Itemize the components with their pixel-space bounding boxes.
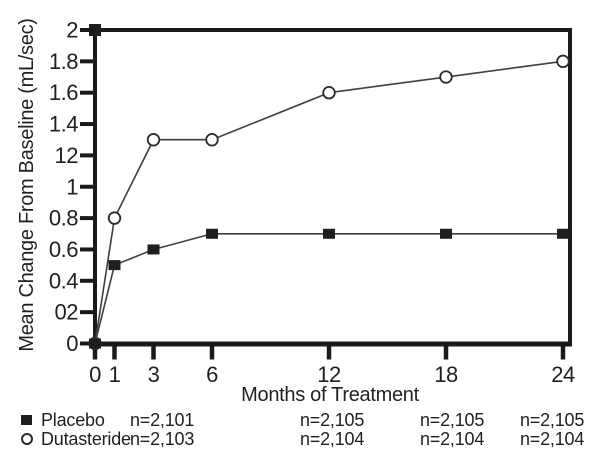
- n-count-month24: n=2,104: [520, 429, 585, 449]
- filled-square-marker: [440, 228, 452, 239]
- plot-frame: [89, 24, 572, 347]
- filled-square-marker: [147, 244, 160, 255]
- filled-square-marker: [206, 228, 218, 239]
- x-tick-label: 3: [148, 362, 160, 387]
- y-tick-label: 0: [66, 331, 78, 356]
- legend-label: Dutasteride: [41, 429, 131, 449]
- open-circle-marker: [107, 211, 122, 225]
- y-tick-label: 2: [66, 18, 78, 43]
- filled-square-icon: [21, 415, 32, 425]
- open-circle-icon: [21, 433, 33, 445]
- x-tick-label: 24: [551, 362, 575, 387]
- n-count-baseline: n=2,101: [130, 410, 195, 430]
- x-axis-title: Months of Treatment: [241, 384, 419, 406]
- legend-label: Placebo: [41, 410, 105, 430]
- y-tick-label: 02: [55, 300, 79, 325]
- legend-row-dutasteride: Dutasteride n=2,103 n=2,104 n=2,104 n=2,…: [0, 430, 602, 449]
- y-tick-label: 0.8: [49, 206, 78, 231]
- open-circle-marker: [322, 85, 336, 100]
- x-tick-label: 6: [206, 362, 218, 387]
- open-circle-marker: [205, 133, 219, 147]
- y-tick-label: 1.4: [49, 112, 78, 137]
- open-circle-marker: [146, 133, 161, 147]
- n-count-baseline: n=2,103: [130, 429, 195, 449]
- n-count-month12: n=2,104: [300, 429, 365, 449]
- legend-row-placebo: Placebo n=2,101 n=2,105 n=2,105 n=2,105: [0, 411, 602, 430]
- n-count-month24: n=2,105: [520, 410, 585, 430]
- filled-square-marker: [108, 260, 121, 271]
- y-tick-label: 12: [55, 143, 79, 168]
- open-circle-marker: [439, 70, 453, 84]
- x-tick-label: 18: [434, 362, 458, 387]
- n-count-month18: n=2,104: [420, 429, 485, 449]
- x-axis-ticks: 0 1 3 6 12 18 24: [89, 344, 575, 387]
- y-tick-label: 1.8: [49, 49, 78, 74]
- y-tick-label: 1: [66, 174, 78, 199]
- y-tick-label: 1.6: [49, 80, 78, 105]
- y-tick-label: 0.6: [49, 237, 78, 262]
- open-circle-marker: [556, 54, 570, 69]
- series-placebo: [89, 228, 569, 349]
- filled-square-marker: [323, 228, 335, 239]
- y-tick-label: 0.4: [49, 268, 78, 293]
- y-axis-ticks: 0 02 0.4 0.6 0.8 1 12 1.4 1.6 1.8 2: [49, 18, 95, 356]
- x-tick-label: 0: [89, 362, 101, 387]
- filled-square-marker: [557, 228, 569, 239]
- n-count-month18: n=2,105: [420, 410, 485, 430]
- filled-square-marker: [89, 338, 101, 349]
- n-count-month12: n=2,105: [300, 410, 365, 430]
- x-tick-label: 12: [317, 362, 341, 387]
- x-tick-label: 1: [109, 362, 121, 387]
